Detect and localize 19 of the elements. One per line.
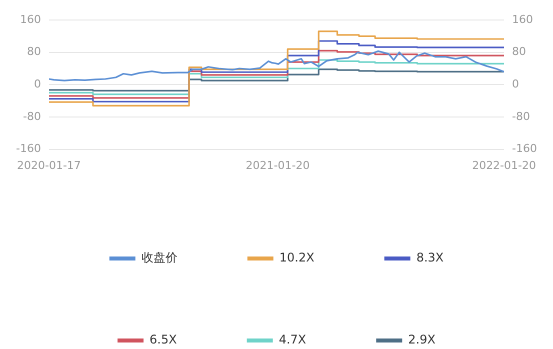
x-tick-label: 2021-01-20: [246, 158, 310, 172]
y-tick-label: 160: [20, 12, 41, 26]
legend-label: 8.3X: [416, 250, 444, 265]
legend-label: 6.5X: [150, 332, 177, 347]
y2-tick-label: 80: [512, 45, 526, 58]
legend-label: 收盘价: [141, 250, 178, 265]
y-tick-label: -160: [16, 142, 41, 156]
legend-label: 10.2X: [279, 250, 314, 265]
y2-tick-label: -80: [512, 110, 530, 123]
x-tick-label: 2020-01-17: [16, 158, 81, 172]
legend-label: 4.7X: [278, 332, 306, 347]
y-tick-label: 80: [26, 45, 41, 58]
y2-tick-label: 160: [512, 12, 534, 26]
y-tick-label: -80: [22, 110, 41, 123]
y2-tick-label: -160: [512, 142, 538, 156]
x-tick-label: 2022-01-20: [472, 158, 536, 172]
y-tick-label: 0: [34, 78, 41, 91]
y2-tick-label: 0: [512, 78, 520, 91]
legend-label: 2.9X: [408, 332, 436, 347]
